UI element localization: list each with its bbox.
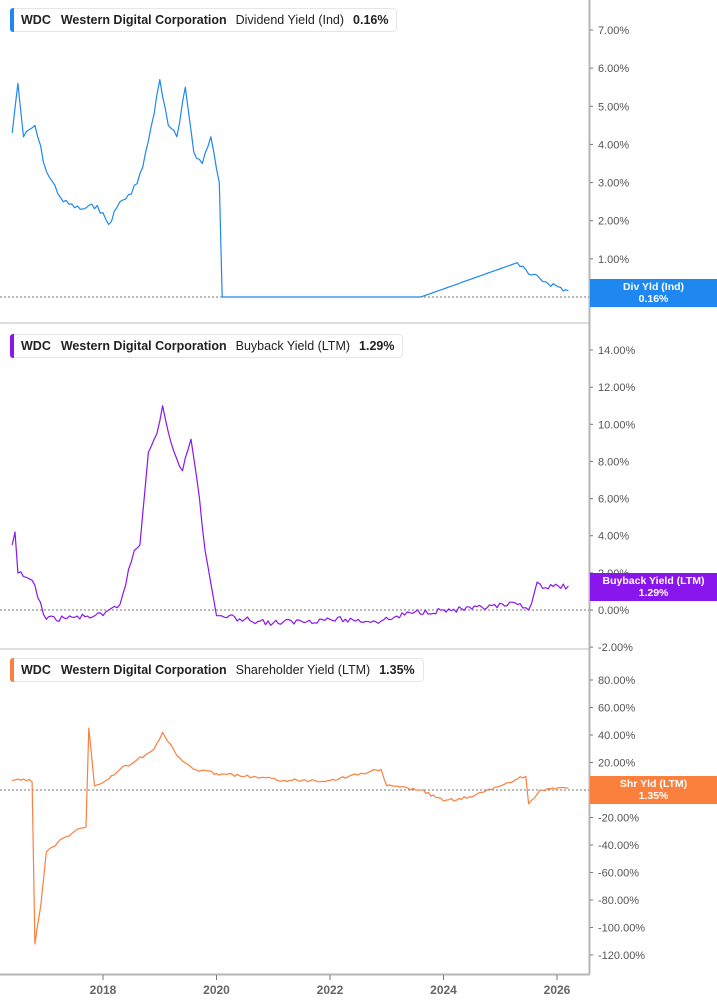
series-color-swatch [10,334,14,358]
tag-label: Buyback Yield (LTM) [602,575,705,587]
series-color-swatch [10,8,14,32]
x-tick-label: 2018 [90,983,117,997]
last-value-tag-dividend: Div Yld (Ind) 0.16% [590,279,717,307]
legend-value: 0.16% [353,13,389,27]
x-tick-label: 2026 [544,983,571,997]
tag-value: 1.29% [638,587,669,599]
y-tick-label: 10.00% [598,419,636,431]
series-line [11,405,569,626]
last-value-tag-shareholder: Shr Yld (LTM) 1.35% [590,776,717,804]
last-value-tag-buyback: Buyback Yield (LTM) 1.29% [590,573,717,601]
series-line [11,79,569,298]
data-series [11,79,569,945]
tag-value: 1.35% [638,790,669,802]
legend-value: 1.29% [359,339,395,353]
tag-label: Div Yld (Ind) [622,281,685,293]
y-tick-label: 7.00% [598,25,629,37]
series-color-swatch [10,658,14,682]
legend-shareholder-yield[interactable]: WDC Western Digital Corporation Sharehol… [10,658,424,682]
legend-dividend-yield[interactable]: WDC Western Digital Corporation Dividend… [10,8,398,32]
y-tick-label: 80.00% [598,675,636,687]
y-tick-label: 3.00% [598,178,629,190]
x-tick-label: 2024 [430,983,457,997]
y-tick-label: -40.00% [598,840,639,852]
y-tick-label: 6.00% [598,63,629,75]
y-tick-label: 1.00% [598,254,629,266]
legend-company: Western Digital Corporation [60,339,227,353]
y-tick-label: 12.00% [598,382,636,394]
legend-value: 1.35% [379,663,415,677]
legend-buyback-yield[interactable]: WDC Western Digital Corporation Buyback … [10,334,404,358]
y-tick-label: 6.00% [598,494,629,506]
y-tick-label: 5.00% [598,101,629,113]
y-tick-label: -100.00% [598,923,645,935]
x-tick-label: 2020 [203,983,230,997]
tag-value: 0.16% [638,293,669,305]
y-tick-label: 4.00% [598,531,629,543]
y-tick-label: -80.00% [598,895,639,907]
zero-reference-lines [0,296,589,791]
y-tick-label: -20.00% [598,813,639,825]
y-tick-label: 0.00% [598,605,629,617]
legend-ticker: WDC [21,339,51,353]
y-tick-label: -120.00% [598,950,645,962]
tag-label: Shr Yld (LTM) [619,778,688,790]
y-tick-label: 60.00% [598,703,636,715]
series-line [12,727,569,945]
y-tick-label: 8.00% [598,456,629,468]
y-tick-label: 40.00% [598,730,636,742]
legend-metric: Dividend Yield (Ind) [235,13,345,27]
x-tick-label: 2022 [317,983,344,997]
y-tick-label: -2.00% [598,642,633,654]
legend-metric: Shareholder Yield (LTM) [235,663,371,677]
y-tick-label: 14.00% [598,345,636,357]
legend-ticker: WDC [21,663,51,677]
y-tick-label: 20.00% [598,758,636,770]
y-tick-label: 2.00% [598,216,629,228]
legend-ticker: WDC [21,13,51,27]
legend-metric: Buyback Yield (LTM) [235,339,351,353]
legend-company: Western Digital Corporation [60,13,227,27]
y-tick-label: 4.00% [598,139,629,151]
axis-ticks: 7.00% 6.00% 5.00% 4.00% 3.00% 2.00% 1.00% 0.00%… [90,25,646,997]
y-tick-label: -60.00% [598,868,639,880]
legend-company: Western Digital Corporation [60,663,227,677]
